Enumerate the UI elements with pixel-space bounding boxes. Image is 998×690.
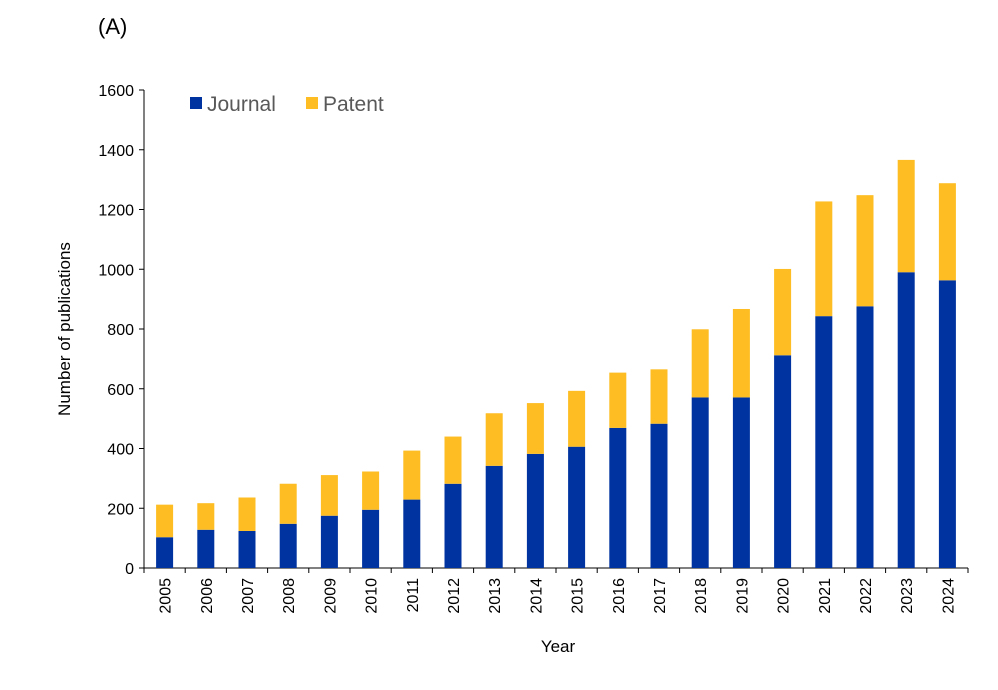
bar-patent-2016 — [609, 372, 627, 428]
x-tick-label: 2009 — [322, 578, 339, 614]
bar-journal-2020 — [774, 355, 792, 568]
x-tick-label: 2011 — [405, 578, 422, 613]
bar-patent-2006 — [197, 503, 215, 530]
bar-patent-2007 — [238, 497, 256, 531]
bar-patent-2014 — [526, 403, 544, 454]
bar-journal-2022 — [856, 306, 874, 568]
legend-swatch-patent — [306, 97, 318, 109]
bar-journal-2023 — [897, 272, 915, 568]
bar-journal-2011 — [403, 499, 421, 568]
x-tick-label: 2005 — [158, 578, 175, 614]
y-tick-label: 1000 — [98, 262, 134, 279]
bar-patent-2021 — [815, 201, 833, 317]
bar-journal-2018 — [691, 397, 709, 568]
x-tick-label: 2023 — [899, 578, 916, 614]
y-axis-title: Number of publications — [55, 242, 74, 416]
bar-patent-2024 — [938, 183, 956, 281]
bar-journal-2017 — [650, 423, 668, 568]
bar-journal-2008 — [279, 523, 297, 568]
bar-patent-2010 — [362, 471, 380, 510]
panel-label: (A) — [98, 14, 128, 39]
legend-swatch-journal — [190, 97, 202, 109]
y-tick-label: 200 — [107, 501, 134, 518]
bar-journal-2013 — [485, 465, 503, 568]
bar-journal-2009 — [320, 515, 338, 568]
x-tick-label: 2006 — [199, 578, 216, 614]
bar-journal-2014 — [526, 453, 544, 568]
bar-patent-2019 — [732, 308, 750, 398]
x-tick-label: 2013 — [487, 578, 504, 614]
y-tick-label: 800 — [107, 322, 134, 339]
x-tick-label: 2019 — [734, 578, 751, 614]
bar-patent-2005 — [156, 504, 174, 538]
bar-journal-2006 — [197, 529, 215, 568]
legend-label-patent: Patent — [323, 93, 384, 116]
bar-journal-2007 — [238, 530, 256, 568]
bar-journal-2019 — [732, 397, 750, 568]
x-tick-label: 2018 — [693, 578, 710, 614]
x-tick-label: 2015 — [570, 578, 587, 614]
x-tick-label: 2012 — [446, 578, 463, 614]
bar-patent-2012 — [444, 436, 462, 484]
x-axis-title: Year — [541, 637, 576, 656]
bar-patent-2023 — [897, 159, 915, 273]
plot-area: 0 200 400 600 800 1000 1200 1400 1600 2005 2006 200… — [98, 83, 969, 614]
bar-journal-2005 — [156, 537, 174, 568]
x-tick-label: 2014 — [528, 578, 545, 614]
x-tick-label: 2010 — [364, 578, 381, 614]
x-tick-label: 2008 — [281, 578, 298, 614]
x-tick-label: 2016 — [611, 578, 628, 614]
bar-journal-2016 — [609, 427, 627, 568]
bar-patent-2018 — [691, 329, 709, 398]
y-tick-label: 400 — [107, 442, 134, 459]
bar-journal-2015 — [568, 446, 586, 568]
x-tick-label: 2021 — [817, 578, 834, 614]
bar-patent-2020 — [774, 268, 792, 356]
y-tick-label: 0 — [125, 561, 134, 578]
bar-journal-2012 — [444, 483, 462, 568]
bar-patent-2022 — [856, 195, 874, 307]
bar-patent-2011 — [403, 450, 421, 500]
legend-label-journal: Journal — [207, 93, 276, 116]
y-tick-label: 1400 — [98, 143, 134, 160]
bar-journal-2021 — [815, 316, 833, 568]
bar-patent-2017 — [650, 369, 668, 424]
bar-patent-2013 — [485, 413, 503, 466]
y-tick-label: 1600 — [98, 83, 134, 100]
x-tick-label: 2022 — [858, 578, 875, 614]
y-tick-label: 600 — [107, 382, 134, 399]
x-tick-label: 2007 — [240, 578, 257, 614]
bar-patent-2008 — [279, 483, 297, 524]
x-tick-label: 2020 — [776, 578, 793, 614]
x-tick-label: 2024 — [940, 578, 957, 614]
y-tick-label: 1200 — [98, 203, 134, 220]
x-tick-label: 2017 — [652, 578, 669, 614]
legend: Journal Patent — [190, 93, 384, 116]
bar-journal-2024 — [938, 280, 956, 568]
bar-patent-2015 — [568, 390, 586, 447]
bar-patent-2009 — [320, 475, 338, 516]
bar-journal-2010 — [362, 509, 380, 568]
